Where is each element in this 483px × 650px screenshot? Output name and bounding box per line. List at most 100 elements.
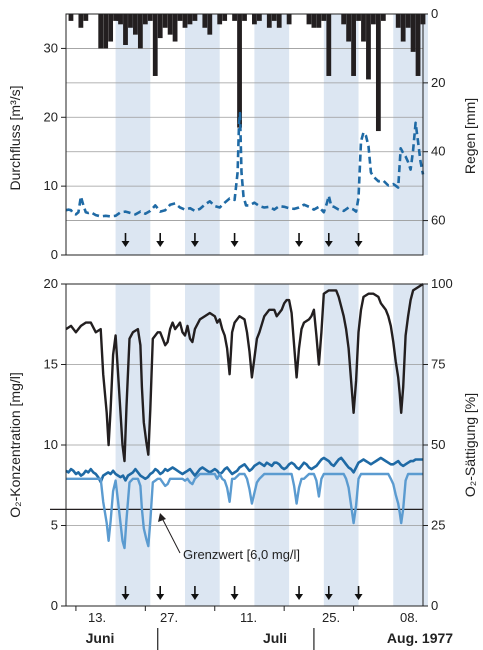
tick-label: 75 — [431, 357, 445, 372]
rain-bar — [341, 14, 347, 25]
saturation-line — [65, 282, 424, 463]
down-arrow-icon — [354, 241, 363, 247]
down-arrow-icon — [190, 594, 199, 600]
tick-label: 60 — [431, 213, 445, 228]
rain-bar — [405, 14, 411, 28]
down-arrow-icon — [121, 241, 130, 247]
rain-bar — [192, 14, 198, 21]
rain-bar — [162, 14, 168, 28]
rain-bar — [157, 14, 163, 39]
tick-label: 25 — [431, 518, 445, 533]
rain-bar — [242, 14, 247, 21]
rain-bar — [316, 14, 322, 28]
rain-bar — [152, 14, 158, 76]
month-label-june: Juni — [86, 630, 115, 646]
rain-bar — [142, 14, 148, 25]
rain-bar — [356, 14, 361, 21]
rain-bar — [410, 14, 416, 52]
down-arrow-icon — [156, 594, 165, 600]
tick-label: 100 — [431, 276, 453, 291]
rain-bar — [172, 14, 178, 42]
rain-bar — [187, 14, 193, 25]
day-tick-label: 11. — [240, 610, 257, 625]
day-tick-label: 13. — [88, 610, 106, 625]
week-band — [393, 14, 428, 255]
tick-label: 10 — [44, 178, 58, 193]
rain-bar — [395, 14, 401, 28]
week-band — [115, 14, 151, 255]
rain-bar — [137, 14, 143, 49]
bottom-right-axis-label: O₂-Sättigung [%] — [462, 393, 478, 497]
tick-label: 0 — [431, 6, 438, 21]
rain-bar — [68, 14, 74, 21]
rain-bar — [286, 14, 292, 25]
rain-bar — [271, 14, 277, 21]
month-label-july: Juli — [263, 630, 287, 646]
down-arrow-icon — [230, 594, 239, 600]
down-arrow-icon — [295, 241, 304, 247]
rain-bar — [380, 14, 386, 21]
day-tick-label: 25. — [322, 610, 340, 625]
rain-bar — [133, 14, 138, 35]
tick-label: 5 — [51, 518, 58, 533]
month-label-august: Aug. 1977 — [387, 630, 453, 646]
tick-label: 15 — [44, 357, 58, 372]
rain-bar — [276, 14, 282, 28]
tick-label: 20 — [44, 109, 58, 124]
down-arrow-icon — [156, 241, 165, 247]
rain-bar — [207, 14, 213, 35]
tick-label: 40 — [431, 144, 445, 159]
tick-label: 50 — [431, 437, 445, 452]
rain-bar — [118, 14, 123, 25]
rain-bar — [78, 14, 84, 28]
bottom-axis: 13. 27. 11. 25. 08. Juni Juli Aug. 1977 — [86, 610, 454, 646]
discharge-line — [65, 111, 425, 218]
threshold-label: Grenzwert [6,0 mg/l] — [183, 547, 300, 562]
rain-bar — [222, 14, 228, 21]
threshold-pointer — [161, 517, 181, 554]
tick-label: 0 — [51, 247, 58, 262]
down-arrow-icon — [121, 594, 130, 600]
rain-bar — [256, 14, 262, 21]
rain-bar — [147, 14, 153, 21]
day-tick-label: 08. — [400, 610, 418, 625]
tick-label: 10 — [44, 437, 58, 452]
axis-ticks: 0 10 20 30 0 20 40 60 0 5 10 15 20 0 25 50 75 100 — [44, 6, 453, 650]
rain-bar — [361, 14, 366, 42]
week-bands-top — [115, 14, 428, 255]
tick-label: 0 — [431, 598, 438, 613]
rain-bar — [202, 14, 208, 28]
rain-bar — [321, 14, 327, 21]
o2-saturation-series — [65, 282, 424, 463]
week-band — [185, 14, 220, 255]
rain-bar — [266, 14, 272, 28]
top-left-axis-label: Durchfluss [m³/s] — [7, 85, 23, 190]
concentration-min-line — [66, 472, 423, 550]
top-right-axis-label: Regen [mm] — [462, 98, 478, 174]
tick-label: 20 — [44, 276, 58, 291]
event-arrows — [121, 233, 363, 600]
rain-bar — [103, 14, 109, 49]
rain-bar — [98, 14, 104, 49]
rain-bar — [83, 14, 89, 21]
down-arrow-icon — [230, 241, 239, 247]
concentration-line — [65, 456, 423, 484]
rain-bar — [113, 14, 118, 21]
rain-bar — [128, 14, 133, 28]
bottom-left-axis-label: O₂-Konzentration [mg/l] — [7, 372, 23, 518]
rain-bar — [306, 14, 312, 25]
rain-bar — [252, 14, 257, 25]
tick-label: 20 — [431, 75, 445, 90]
threshold-pointer-head — [158, 513, 166, 522]
down-arrow-icon — [354, 594, 363, 600]
day-tick-label: 27. — [160, 610, 178, 625]
rain-bar — [351, 14, 356, 76]
rain-bar — [177, 14, 183, 21]
o2-concentration-series — [65, 456, 423, 550]
rain-bar — [326, 14, 332, 76]
rain-bar — [366, 14, 371, 80]
down-arrow-icon — [190, 241, 199, 247]
discharge-series — [65, 111, 425, 218]
rain-bar — [371, 14, 376, 25]
